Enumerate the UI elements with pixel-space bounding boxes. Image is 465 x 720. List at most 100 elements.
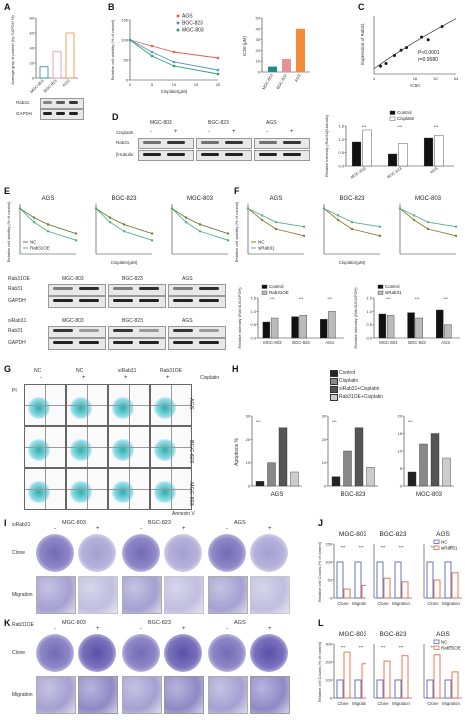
panel-f-bar2-bar — [378, 313, 387, 339]
panel-b-xtick-label: 5 — [151, 82, 154, 87]
panel-d-band-rab31 — [283, 141, 301, 144]
panel-h-legend-label: siRab31+Cisplatin — [339, 386, 380, 392]
panel-f-bar1-ytick-label: 1.0 — [250, 309, 256, 314]
panel-e-blot-band — [173, 341, 193, 344]
panel-f-bar2-bar — [386, 315, 395, 339]
panel-e-curve-chart: AGS Relative cell viability (% of control… — [6, 196, 78, 262]
panel-g-facs-cloud — [28, 397, 51, 419]
panel-e-blot-band — [139, 329, 159, 332]
panel-g-facs-gate-h — [25, 489, 65, 490]
panel-l-bar — [383, 660, 391, 699]
panel-l-bar — [444, 679, 452, 699]
panel-b-ic50-ytick-label: 30 — [256, 37, 261, 42]
panel-h-xlabel: MGC-803 — [416, 492, 443, 498]
panel-h-legend-swatch — [330, 370, 338, 377]
panel-b-series-line — [129, 39, 219, 75]
panel-k-group-label: MGC-803 — [62, 620, 86, 626]
panel-f-series-line — [247, 208, 305, 237]
panel-e-point — [150, 232, 154, 235]
panel-g-row-label: AGS — [188, 398, 194, 410]
panel-f-bar1-xtick-label: AGS — [325, 340, 334, 345]
panel-d-chart-bar — [387, 153, 398, 167]
panel-e-blot-band — [173, 299, 193, 302]
panel-j-bar — [383, 577, 391, 599]
panel-h-legend-label: Control — [339, 370, 356, 376]
panel-b-legend-label: BGC-823 — [182, 21, 203, 27]
panel-d-chart-xtick-label: MGC-803 — [349, 165, 367, 179]
panel-j-bar — [444, 561, 452, 599]
panel-d-band-tubulin — [283, 153, 301, 156]
panel-j-legend-label: siRab31 — [441, 546, 458, 551]
panel-d-band-rab31 — [225, 141, 243, 144]
panel-f-bar2-xtick-label: MGC-803 — [379, 340, 398, 345]
panel-j-title: BGC-823 — [379, 531, 406, 538]
panel-h-chart: 0 10 20 30 Apoptosis % *** AGS — [234, 414, 302, 498]
panel-f-legend-label: siRab31 — [258, 246, 275, 251]
panel-f-bar2-legend-swatch — [377, 290, 384, 295]
panel-e-blot-band — [199, 299, 219, 302]
panel-l-xtick-label: Migration — [392, 701, 410, 706]
panel-e-point — [74, 232, 78, 235]
panel-h-ytick-label: 0 — [324, 484, 327, 489]
panel-j-bar — [354, 561, 362, 599]
panel-c-stat: r=0.9580 — [418, 57, 438, 63]
panel-f-series-line — [323, 208, 381, 237]
panel-d-chart-legend-label: Cisplatin — [397, 116, 415, 121]
panel-g-facs-plot — [150, 384, 192, 426]
panel-b-point — [128, 38, 132, 42]
panel-f-bar2-sig: *** — [386, 296, 391, 301]
panel-d-chart-legend-label: Control — [397, 110, 412, 115]
panel-d-blot-rab31 — [196, 138, 252, 149]
panel-h-ytick-label: 15 — [398, 431, 403, 436]
panel-l-ytick-label: 0 — [330, 696, 333, 701]
panel-h-bar — [278, 427, 288, 487]
panel-f-bar1-bar — [328, 311, 336, 339]
panel-e-point — [46, 223, 50, 226]
panel-i-clone-plate — [164, 534, 202, 572]
panel-l-bar — [451, 671, 459, 699]
panel-e-point — [170, 207, 174, 210]
panel-i-clone-plate — [36, 534, 74, 572]
panel-f-bar1-bar — [262, 321, 271, 339]
panel-j-xtick-label: Migration — [392, 601, 410, 606]
panel-a-xtick-label: BGC-823 — [42, 78, 58, 94]
panel-d-band-rab31 — [259, 141, 277, 144]
panel-b-point — [172, 60, 176, 64]
panel-f-bar1-legend-swatch — [261, 284, 268, 289]
panel-e-blot-band — [113, 329, 133, 332]
panel-k-row-label: Migration — [12, 692, 33, 698]
panel-e-title: AGS — [42, 196, 55, 202]
panel-f-bar2-legend-swatch — [377, 284, 384, 289]
panel-f-bar2-ylabel: Relative intensity (Rab31/GAPDH) — [353, 287, 358, 349]
panel-e-point — [226, 239, 230, 242]
panel-c-scatter: Expression of Rab31 4 16 32 64 IC50 P<0.0001r=… — [360, 16, 459, 88]
panel-e-point — [122, 230, 126, 233]
panel-i-migration-image — [122, 576, 162, 614]
panel-a-band-gapdh — [69, 112, 78, 115]
panel-h-ytick-label: 0 — [248, 484, 251, 489]
panel-g-facs-cloud — [154, 481, 177, 503]
panel-f-bar1-legend-swatch — [261, 290, 268, 295]
panel-e-blot-row-label: Rab31 — [8, 286, 23, 292]
panel-j-xtick-label: Migration — [442, 601, 460, 606]
panel-f-point — [322, 207, 326, 210]
panel-j-legend-swatch — [433, 539, 440, 544]
panel-k-sign: + — [182, 626, 186, 632]
panel-g-facs-plot — [24, 384, 66, 426]
panel-g-facs-gate-h — [25, 447, 65, 448]
panel-h-legend-swatch — [330, 378, 338, 385]
panel-d-chart-ytick-label: 1.5 — [338, 124, 344, 129]
panel-d-band-tubulin — [201, 153, 219, 156]
panel-b-ic50-ylabel: IC50 (μM) — [242, 35, 247, 56]
panel-e-series-line — [95, 208, 153, 234]
panel-l-title: MGC-803 — [339, 631, 366, 638]
panel-f-bar2-xtick-label: BGC-823 — [408, 340, 426, 345]
panel-g-sign: + — [82, 375, 86, 381]
panel-i-group-label: MGC-803 — [62, 520, 86, 526]
panel-d-chart-bar — [398, 143, 408, 167]
panel-e-blot-box — [48, 338, 106, 350]
panel-e-point — [18, 207, 22, 210]
panel-g-col-label: siRab31 — [118, 368, 137, 374]
panel-h-xlabel: BGC-823 — [340, 492, 366, 498]
panel-e-blot-band — [53, 329, 73, 332]
